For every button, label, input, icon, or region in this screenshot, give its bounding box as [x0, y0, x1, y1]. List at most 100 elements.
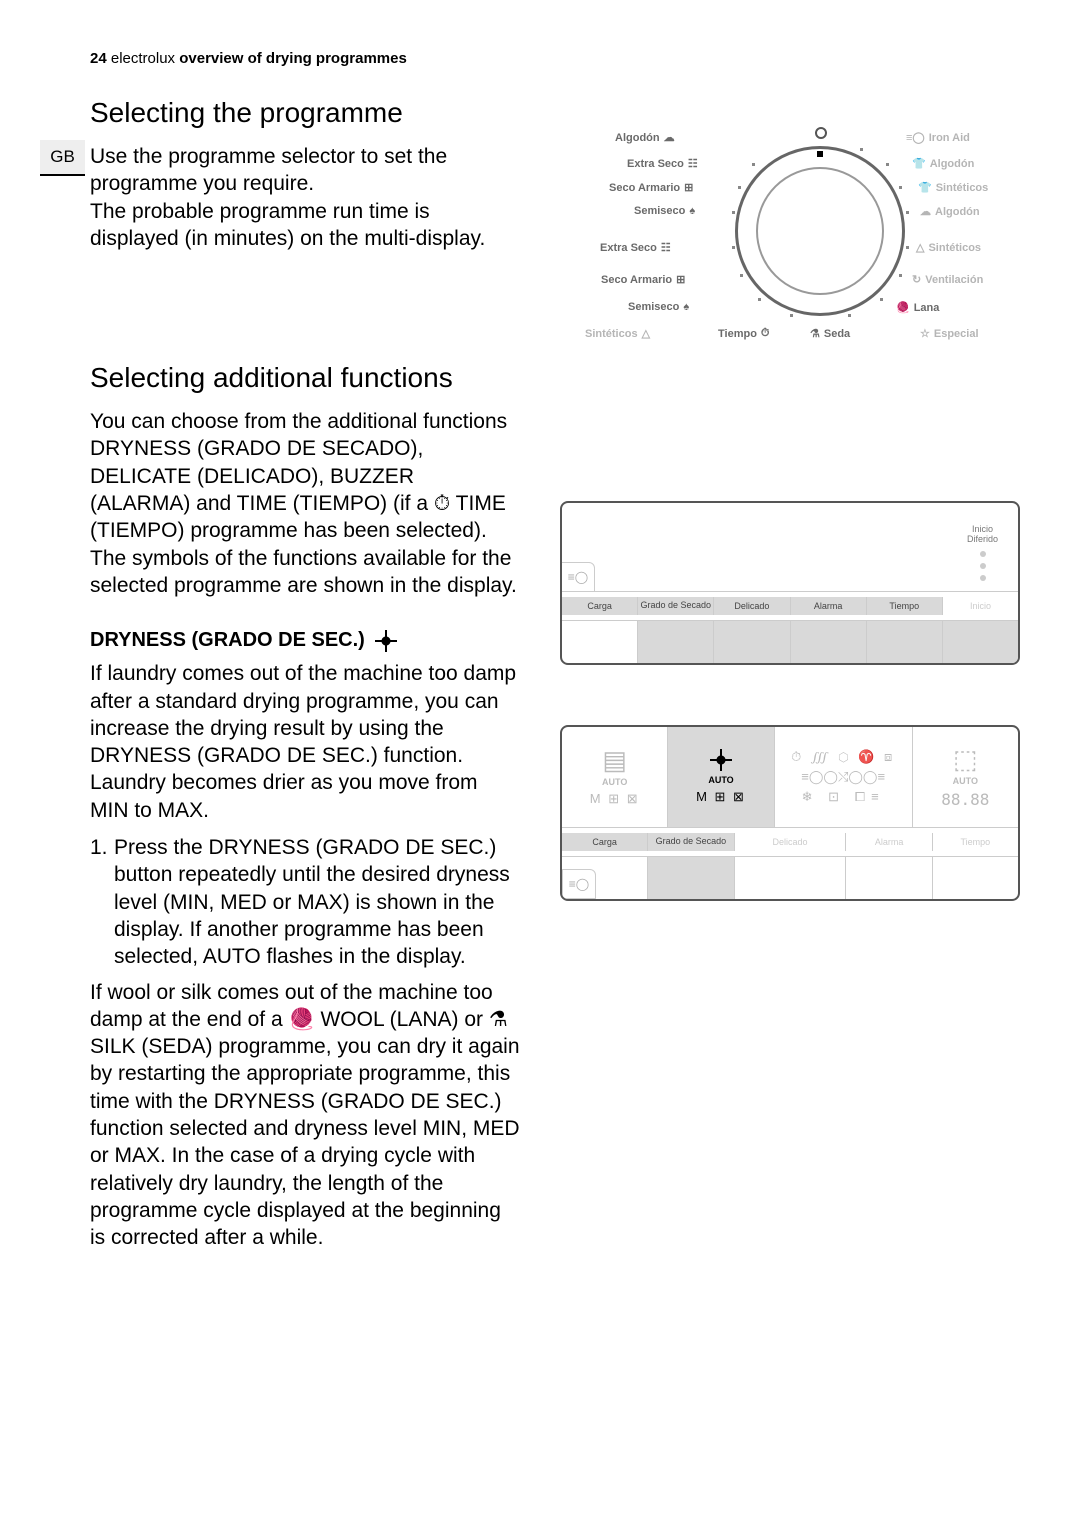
dial-seco-armario-2: Seco Armario ⊞: [601, 273, 685, 286]
sub-icons: M ⊞ ⊠: [696, 789, 746, 805]
panel2-btn-tiempo: Tiempo: [933, 833, 1018, 851]
panel1-low-cell: [943, 621, 1018, 663]
language-tab: GB: [40, 140, 85, 176]
dial-algodon-r: ☁ Algodón: [920, 205, 980, 218]
dial-seco-armario: Seco Armario ⊞: [609, 181, 693, 194]
panel1-btn-delicado: Delicado: [714, 597, 790, 615]
list-item-1: 1.Press the DRYNESS (GRADO DE SEC.) butt…: [114, 834, 520, 970]
indicator-dots: [980, 551, 986, 581]
dial-tick: [906, 211, 909, 214]
corner-icon: ≡◯: [562, 869, 596, 899]
cloud-icon: ☁: [664, 131, 675, 144]
panel1-low-cell: [638, 621, 714, 663]
dial-tick: [848, 314, 851, 317]
body-additional-functions: You can choose from the additional funct…: [90, 408, 520, 599]
page-header: 24 electrolux overview of drying program…: [90, 50, 1020, 67]
cupboard-icon: ⊞: [684, 181, 693, 194]
display-panel-2: ▤ AUTO M ⊞ ⊠ AUTO M ⊞ ⊠ ⏱ ∭ ⬡ ♈ ⧈ ≡◯◯⤭◯◯…: [560, 725, 1020, 901]
list-number: 1.: [90, 834, 114, 861]
dial-ventilacion: ↻ Ventilación: [912, 273, 983, 286]
section-selecting-programme: Selecting the programme Use the programm…: [90, 97, 520, 252]
panel2-btn-delicado: Delicado: [735, 833, 847, 851]
panel2-low-cell: [648, 857, 734, 899]
panel1-btn-grado: Grado de Secado: [638, 597, 714, 614]
panel2-col-grado: AUTO M ⊞ ⊠: [668, 727, 774, 827]
fan-icon: ↻: [912, 273, 921, 286]
cloud-icon: ☁: [920, 205, 931, 218]
dial-tiempo: Tiempo ⏱: [718, 327, 770, 340]
drop-icon: ♠: [683, 301, 689, 313]
display-panel-1: Inicio Diferido ≡◯ Carga Grado de Secado…: [560, 501, 1020, 665]
dial-off-mark: [815, 127, 827, 139]
heading-dryness-text: DRYNESS (GRADO DE SEC.): [90, 629, 365, 652]
panel2-low-cell: [846, 857, 932, 899]
dial-tick: [740, 274, 743, 277]
panel2-low-cell: [735, 857, 847, 899]
panel2-btn-grado: Grado de Secado: [648, 833, 734, 850]
corner-icon: ≡◯: [561, 562, 595, 592]
dial-algodon: Algodón ☁: [615, 131, 675, 144]
dial-tick: [899, 186, 902, 189]
panel2-btn-carga: Carga: [562, 833, 648, 851]
auto-label: AUTO: [708, 775, 733, 785]
right-column: Algodón ☁ Extra Seco ☷ Seco Armario ⊞ Se…: [560, 91, 1020, 1282]
panel2-low-cell: ≡◯: [562, 857, 648, 899]
body-dryness-2: If wool or silk comes out of the machine…: [90, 979, 520, 1252]
panel2-upper: ▤ AUTO M ⊞ ⊠ AUTO M ⊞ ⊠ ⏱ ∭ ⬡ ♈ ⧈ ≡◯◯⤭◯◯…: [562, 727, 1018, 827]
shirt-icon: 👕: [912, 157, 926, 170]
content-area: Selecting the programme Use the programm…: [90, 91, 1020, 1282]
pile-icon: ☷: [661, 241, 671, 254]
panel1-upper: Inicio Diferido ≡◯: [562, 503, 1018, 591]
panel1-lower-row: [562, 621, 1018, 663]
body-selecting-programme: Use the programme selector to set the pr…: [90, 143, 520, 252]
inicio-diferido-label: Inicio Diferido: [967, 525, 998, 545]
time-digits: 88.88: [941, 790, 989, 809]
top-icons: ⏱ ∭ ⬡ ♈ ⧈: [791, 749, 895, 765]
iron-icon: ≡◯: [906, 131, 925, 144]
auto-label: AUTO: [953, 776, 978, 786]
section-dryness: DRYNESS (GRADO DE SEC.) If laundry comes…: [90, 629, 520, 1251]
panel1-btn-inicio: Inicio: [943, 597, 1018, 615]
dial-tick: [752, 163, 755, 166]
panel2-col-tiempo: ⬚ AUTO 88.88: [913, 727, 1018, 827]
dial-tick: [790, 314, 793, 317]
bottom-icons: ❄ ⊡ ⧠≡: [802, 789, 885, 805]
dial-sinteticos-bl: Sintéticos △: [585, 327, 650, 340]
dial-extra-seco: Extra Seco ☷: [627, 157, 698, 170]
panel1-btn-carga: Carga: [562, 597, 638, 615]
triangle-icon: △: [642, 327, 650, 340]
dial-iron-aid: ≡◯ Iron Aid: [906, 131, 970, 144]
dial-sinteticos-r: △ Sintéticos: [916, 241, 981, 254]
body-dryness-1: If laundry comes out of the machine too …: [90, 660, 520, 824]
heading-dryness: DRYNESS (GRADO DE SEC.): [90, 629, 520, 652]
plug-icon: ⬚: [953, 746, 978, 772]
dial-tick: [886, 163, 889, 166]
sun-icon: [375, 630, 397, 652]
heading-selecting-programme: Selecting the programme: [90, 97, 520, 129]
star-icon: ☆: [920, 327, 930, 340]
section-title: overview of drying programmes: [179, 50, 407, 67]
panel1-buttons-row: Carga Grado de Secado Delicado Alarma Ti…: [562, 591, 1018, 621]
panel1-btn-tiempo: Tiempo: [867, 597, 943, 615]
auto-label: AUTO: [602, 777, 627, 787]
panel1-low-cell: [714, 621, 790, 663]
dial-semiseco-2: Semiseco ♠: [628, 301, 689, 313]
cupboard-icon: ⊞: [676, 273, 685, 286]
dial-ring: [735, 146, 905, 316]
dial-tick: [732, 211, 735, 214]
dial-especial: ☆ Especial: [920, 327, 979, 340]
dial-semiseco: Semiseco ♠: [634, 205, 695, 217]
dial-tick: [860, 148, 863, 151]
dial-tick: [899, 274, 902, 277]
page-number: 24: [90, 50, 107, 67]
clock-icon: ⏱: [761, 327, 770, 340]
shirt-icon: 👕: [918, 181, 932, 194]
dial-pointer: [817, 151, 823, 157]
section-additional-functions: Selecting additional functions You can c…: [90, 362, 520, 599]
programme-dial: Algodón ☁ Extra Seco ☷ Seco Armario ⊞ Se…: [560, 101, 1020, 371]
panel2-col-carga: ▤ AUTO M ⊞ ⊠: [562, 727, 668, 827]
wool-icon: 🧶: [896, 301, 910, 314]
panel2-low-cell: [933, 857, 1018, 899]
shirt-stack-icon: ▤: [602, 747, 627, 773]
dial-seda: ⚗ Seda: [810, 327, 850, 340]
